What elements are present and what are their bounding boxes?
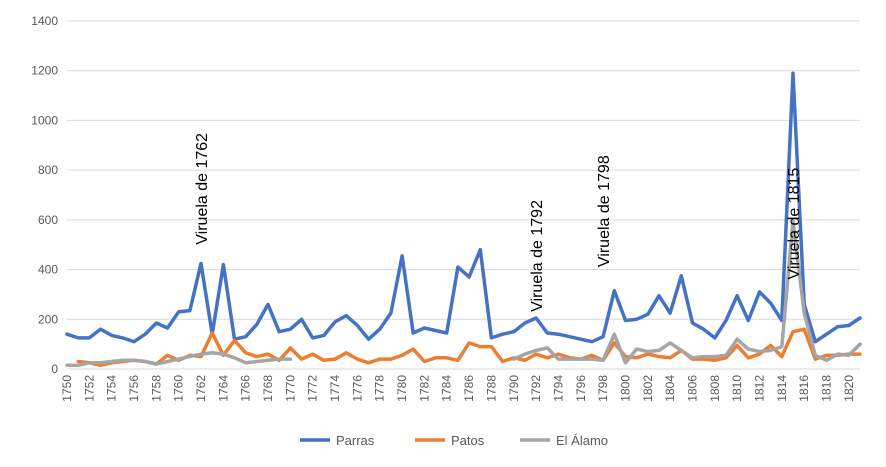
- y-axis-ticks: 0 200 400 600 800 1000 1200 1400: [31, 14, 58, 376]
- annotations: Viruela de 1762 Viruela de 1792 Viruela de…: [194, 133, 803, 312]
- x-tick-label: 1796: [574, 375, 588, 402]
- series-line: [65, 351, 293, 368]
- series-line: [65, 71, 862, 344]
- x-tick-label: 1772: [306, 375, 320, 402]
- x-tick-label: 1806: [685, 375, 699, 402]
- x-tick-label: 1776: [350, 375, 364, 402]
- x-tick-label: 1804: [663, 375, 677, 402]
- series-el-álamo: [65, 219, 862, 368]
- x-tick-label: 1792: [529, 375, 543, 402]
- x-tick-label: 1802: [641, 375, 655, 402]
- series-lines: [65, 71, 862, 368]
- x-tick-label: 1794: [551, 375, 565, 402]
- annotation-label: Viruela de 1762: [194, 133, 211, 245]
- x-tick-label: 1782: [417, 375, 431, 402]
- annotation-label: Viruela de 1792: [529, 200, 546, 312]
- x-tick-label: 1800: [618, 375, 632, 402]
- x-tick-label: 1778: [373, 375, 387, 402]
- x-tick-label: 1798: [596, 375, 610, 402]
- x-tick-label: 1816: [797, 375, 811, 402]
- x-axis-ticks: 1750 1752 1754 1756 1758 1760 1762 1764 1766 1768…: [60, 375, 856, 402]
- y-tick-label: 800: [38, 163, 58, 177]
- annotation-label: Viruela de 1815: [786, 168, 803, 280]
- legend-label: Patos: [451, 433, 485, 448]
- gridlines: [67, 20, 860, 370]
- y-tick-label: 1000: [31, 113, 58, 127]
- y-tick-label: 0: [51, 362, 58, 376]
- legend: Parras Patos El Álamo: [300, 433, 608, 448]
- x-tick-label: 1768: [261, 375, 275, 402]
- x-tick-label: 1790: [507, 375, 521, 402]
- annotation-label: Viruela de 1798: [596, 155, 613, 267]
- x-tick-label: 1814: [775, 375, 789, 402]
- legend-label: Parras: [336, 433, 375, 448]
- x-tick-label: 1758: [149, 375, 163, 402]
- x-tick-label: 1754: [105, 375, 119, 402]
- x-tick-label: 1820: [842, 375, 856, 402]
- series-patos: [76, 327, 862, 368]
- series-line: [76, 327, 862, 368]
- x-tick-label: 1818: [819, 375, 833, 402]
- series-parras: [65, 71, 862, 344]
- legend-item: Patos: [415, 433, 485, 448]
- x-tick-label: 1786: [462, 375, 476, 402]
- x-tick-label: 1810: [730, 375, 744, 402]
- legend-item: El Álamo: [520, 433, 608, 448]
- x-tick-label: 1764: [216, 375, 230, 402]
- legend-item: Parras: [300, 433, 375, 448]
- y-tick-label: 200: [38, 312, 58, 326]
- y-tick-label: 600: [38, 213, 58, 227]
- x-tick-label: 1766: [239, 375, 253, 402]
- x-tick-label: 1808: [708, 375, 722, 402]
- x-tick-label: 1756: [127, 375, 141, 402]
- x-tick-label: 1750: [60, 375, 74, 402]
- x-tick-label: 1762: [194, 375, 208, 402]
- x-tick-label: 1784: [440, 375, 454, 402]
- x-tick-label: 1788: [484, 375, 498, 402]
- y-tick-label: 400: [38, 263, 58, 277]
- y-tick-label: 1200: [31, 64, 58, 78]
- x-tick-label: 1760: [172, 375, 186, 402]
- series-line: [512, 219, 862, 365]
- x-tick-label: 1770: [283, 375, 297, 402]
- legend-label: El Álamo: [556, 433, 608, 448]
- x-tick-label: 1774: [328, 375, 342, 402]
- x-tick-label: 1780: [395, 375, 409, 402]
- y-tick-label: 1400: [31, 14, 58, 28]
- x-tick-label: 1812: [752, 375, 766, 402]
- x-tick-label: 1752: [82, 375, 96, 402]
